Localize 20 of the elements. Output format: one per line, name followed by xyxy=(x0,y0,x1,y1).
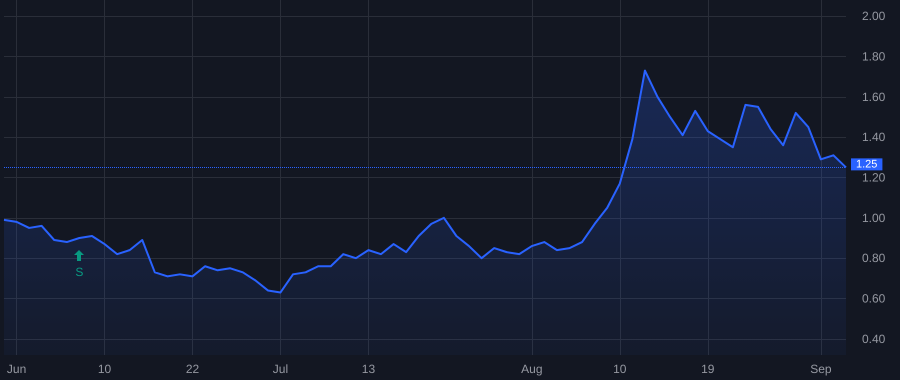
y-tick-label: 1.60 xyxy=(862,90,886,104)
x-tick-label: 19 xyxy=(701,362,715,376)
y-tick-label: 1.80 xyxy=(862,49,886,64)
x-tick-label: 10 xyxy=(98,362,112,376)
y-tick-label: 2.00 xyxy=(862,9,886,24)
y-tick-label: 1.40 xyxy=(862,130,886,144)
ref-line-label: 1.25 xyxy=(856,158,878,170)
x-tick-label: 13 xyxy=(362,362,376,376)
y-tick-label: 0.40 xyxy=(862,332,886,346)
x-tick-label: 22 xyxy=(186,362,200,376)
y-tick-label: 1.20 xyxy=(862,170,886,184)
x-tick-label: Sep xyxy=(810,362,832,376)
y-tick-label: 1.00 xyxy=(862,210,886,225)
y-tick-label: 0.60 xyxy=(862,292,886,306)
annotation: S xyxy=(75,265,84,279)
y-tick-label: 0.80 xyxy=(862,251,886,266)
x-tick-label: Jun xyxy=(6,362,26,376)
x-tick-label: Aug xyxy=(521,362,542,376)
x-tick-label: 10 xyxy=(613,362,627,376)
x-tick-label: Jul xyxy=(272,362,288,376)
